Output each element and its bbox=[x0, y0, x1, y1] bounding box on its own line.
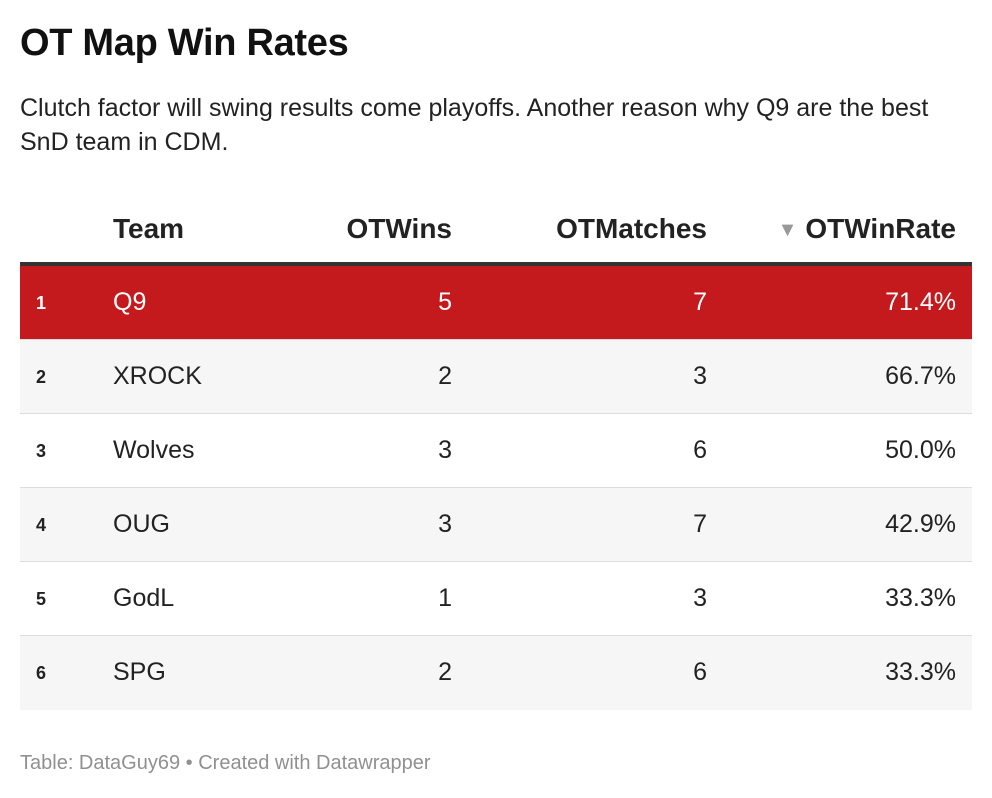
column-header-otwinrate-label: OTWinRate bbox=[805, 213, 956, 244]
otmatches-cell: 7 bbox=[693, 510, 707, 538]
rank-cell: 2 bbox=[36, 367, 47, 387]
team-cell: Q9 bbox=[113, 288, 147, 316]
otwins-cell: 2 bbox=[438, 362, 452, 390]
otwinrate-cell: 50.0% bbox=[885, 436, 956, 464]
otmatches-cell: 3 bbox=[693, 584, 707, 612]
team-cell: OUG bbox=[113, 510, 170, 538]
otwins-cell: 3 bbox=[438, 510, 452, 538]
column-header-otmatches[interactable]: OTMatches bbox=[556, 213, 707, 244]
rank-cell: 1 bbox=[36, 293, 47, 313]
table-row: 4 OUG 3 7 42.9% bbox=[20, 488, 972, 562]
otwinrate-cell: 71.4% bbox=[885, 288, 956, 316]
team-cell: Wolves bbox=[113, 436, 195, 464]
table-body: 1 Q9 5 7 71.4% 2 XROCK 2 3 66.7% 3 Wolves 3 6 50.0% 4 OU… bbox=[20, 266, 972, 710]
table-row: 1 Q9 5 7 71.4% bbox=[20, 266, 972, 340]
otmatches-cell: 6 bbox=[693, 436, 707, 464]
otmatches-cell: 6 bbox=[693, 658, 707, 686]
team-cell: GodL bbox=[113, 584, 175, 612]
table-row: 3 Wolves 3 6 50.0% bbox=[20, 414, 972, 488]
column-header-otwinrate[interactable]: ▼ OTWinRate bbox=[778, 213, 956, 245]
table-row: 6 SPG 2 6 33.3% bbox=[20, 636, 972, 710]
otmatches-cell: 7 bbox=[693, 288, 707, 316]
chart-subtitle: Clutch factor will swing results come pl… bbox=[20, 94, 929, 156]
table-row: 2 XROCK 2 3 66.7% bbox=[20, 340, 972, 414]
sort-descending-icon: ▼ bbox=[777, 219, 798, 241]
source-footer: Table: DataGuy69 • Created with Datawrap… bbox=[20, 752, 431, 774]
otwinrate-cell: 33.3% bbox=[885, 658, 956, 686]
column-header-otwins[interactable]: OTWins bbox=[346, 213, 452, 244]
otwins-cell: 3 bbox=[438, 436, 452, 464]
rank-cell: 4 bbox=[36, 515, 47, 535]
otwinrate-cell: 66.7% bbox=[885, 362, 956, 390]
chart-title: OT Map Win Rates bbox=[20, 22, 349, 64]
table-header: Team OTWins OTMatches ▼ OTWinRate bbox=[20, 196, 972, 266]
otwins-cell: 2 bbox=[438, 658, 452, 686]
rank-cell: 6 bbox=[36, 663, 47, 683]
otwinrate-cell: 42.9% bbox=[885, 510, 956, 538]
team-cell: XROCK bbox=[113, 362, 202, 390]
otwinrate-cell: 33.3% bbox=[885, 584, 956, 612]
table-row: 5 GodL 1 3 33.3% bbox=[20, 562, 972, 636]
data-table: Team OTWins OTMatches ▼ OTWinRate 1 Q9 5 7 71… bbox=[20, 196, 972, 710]
otwins-cell: 1 bbox=[438, 584, 452, 612]
otwins-cell: 5 bbox=[438, 288, 452, 316]
otmatches-cell: 3 bbox=[693, 362, 707, 390]
team-cell: SPG bbox=[113, 658, 166, 686]
rank-cell: 5 bbox=[36, 589, 47, 609]
rank-cell: 3 bbox=[36, 441, 47, 461]
column-header-team[interactable]: Team bbox=[113, 213, 185, 244]
